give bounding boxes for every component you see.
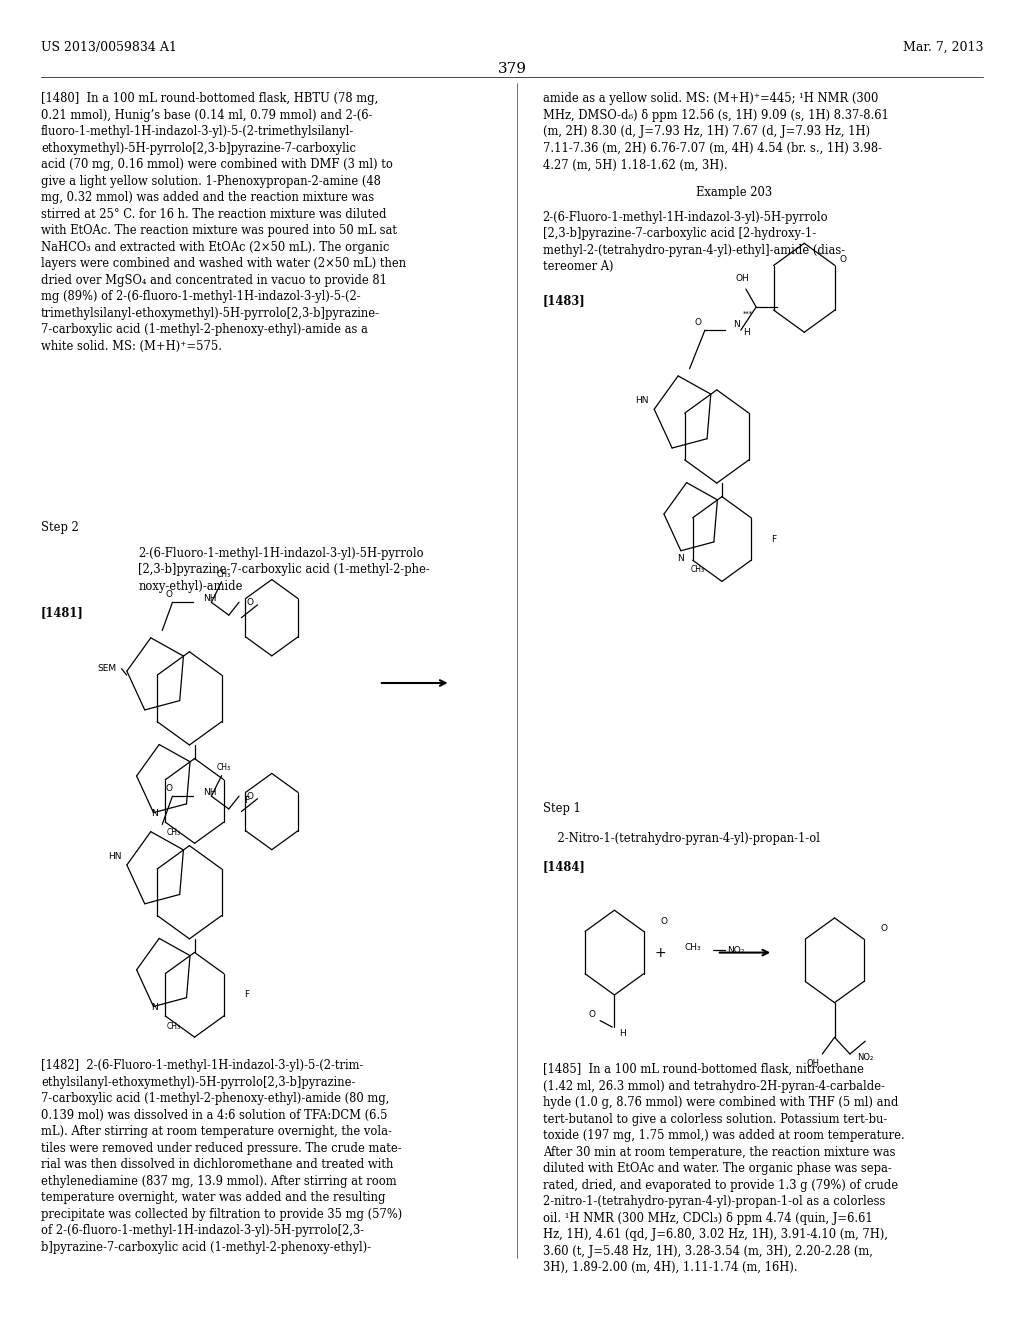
Text: O: O xyxy=(881,924,888,933)
Text: HN: HN xyxy=(109,851,122,861)
Text: ***: *** xyxy=(742,310,753,317)
Text: CH₃: CH₃ xyxy=(217,569,230,578)
Text: CH₃: CH₃ xyxy=(684,942,700,952)
Text: 2-Nitro-1-(tetrahydro-pyran-4-yl)-propan-1-ol: 2-Nitro-1-(tetrahydro-pyran-4-yl)-propan… xyxy=(543,832,820,845)
Text: [1483]: [1483] xyxy=(543,294,586,308)
Text: NH: NH xyxy=(203,594,217,603)
Text: N: N xyxy=(152,1003,159,1011)
Text: F: F xyxy=(244,796,249,805)
Text: CH₃: CH₃ xyxy=(166,1022,180,1031)
Text: O: O xyxy=(166,590,173,599)
Text: N: N xyxy=(152,809,159,817)
Text: [1480]  In a 100 mL round-bottomed flask, HBTU (78 mg,
0.21 mmol), Hunig’s base : [1480] In a 100 mL round-bottomed flask,… xyxy=(41,92,407,352)
Text: [1485]  In a 100 mL round-bottomed flask, nitroethane
(1.42 ml, 26.3 mmol) and t: [1485] In a 100 mL round-bottomed flask,… xyxy=(543,1063,904,1274)
Text: 2-(6-Fluoro-1-methyl-1H-indazol-3-yl)-5H-pyrrolo
[2,3-b]pyrazine-7-carboxylic ac: 2-(6-Fluoro-1-methyl-1H-indazol-3-yl)-5H… xyxy=(543,211,845,273)
Text: NO₂: NO₂ xyxy=(857,1053,873,1063)
Text: Example 203: Example 203 xyxy=(696,186,772,199)
Text: H: H xyxy=(620,1030,627,1038)
Text: CH₃: CH₃ xyxy=(690,565,705,574)
Text: [1481]: [1481] xyxy=(41,606,84,619)
Text: H: H xyxy=(742,329,750,337)
Text: 379: 379 xyxy=(498,62,526,75)
Text: F: F xyxy=(771,535,776,544)
Text: +: + xyxy=(654,945,667,960)
Text: SEM: SEM xyxy=(97,664,117,673)
Text: O: O xyxy=(246,598,253,607)
Text: NO₂: NO₂ xyxy=(727,945,744,954)
Text: OH: OH xyxy=(736,275,750,284)
Text: HN: HN xyxy=(636,396,649,405)
Text: N: N xyxy=(733,321,740,330)
Text: amide as a yellow solid. MS: (M+H)⁺=445; ¹H NMR (300
MHz, DMSO-d₆) δ ppm 12.56 (: amide as a yellow solid. MS: (M+H)⁺=445;… xyxy=(543,92,889,172)
Text: [1482]  2-(6-Fluoro-1-methyl-1H-indazol-3-yl)-5-(2-trim-
ethylsilanyl-ethoxymeth: [1482] 2-(6-Fluoro-1-methyl-1H-indazol-3… xyxy=(41,1059,402,1254)
Text: O: O xyxy=(589,1010,596,1019)
Text: O: O xyxy=(840,255,847,264)
Text: O: O xyxy=(694,318,701,327)
Text: O: O xyxy=(246,792,253,801)
Text: N: N xyxy=(677,554,684,564)
Text: F: F xyxy=(244,990,249,999)
Text: O: O xyxy=(166,784,173,793)
Text: Step 1: Step 1 xyxy=(543,803,581,816)
Text: CH₃: CH₃ xyxy=(217,763,230,772)
Text: Step 2: Step 2 xyxy=(41,521,79,535)
Text: 2-(6-Fluoro-1-methyl-1H-indazol-3-yl)-5H-pyrrolo
[2,3-b]pyrazine-7-carboxylic ac: 2-(6-Fluoro-1-methyl-1H-indazol-3-yl)-5H… xyxy=(138,546,430,593)
Text: O: O xyxy=(660,916,668,925)
Text: OH: OH xyxy=(806,1059,819,1068)
Text: [1484]: [1484] xyxy=(543,861,586,873)
Text: NH: NH xyxy=(203,788,217,797)
Text: US 2013/0059834 A1: US 2013/0059834 A1 xyxy=(41,41,177,54)
Text: CH₃: CH₃ xyxy=(166,828,180,837)
Text: Mar. 7, 2013: Mar. 7, 2013 xyxy=(902,41,983,54)
